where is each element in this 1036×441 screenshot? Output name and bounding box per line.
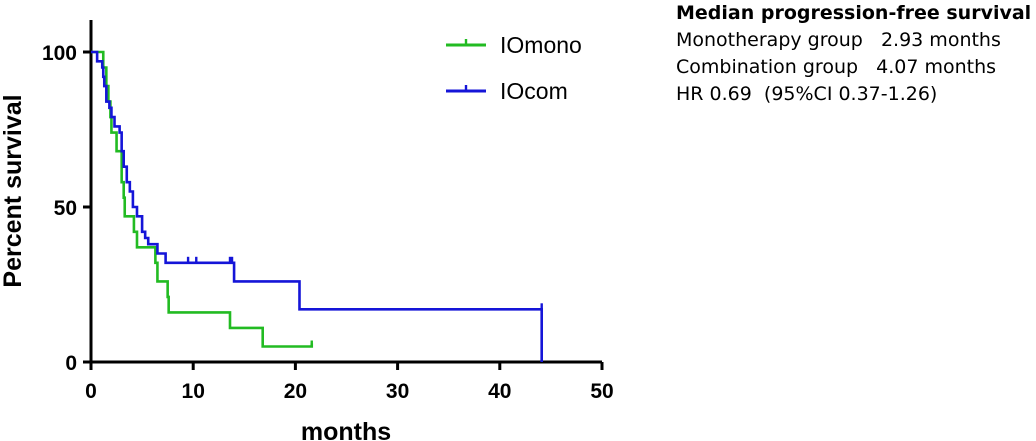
x-tick-label: 10 [182,380,205,403]
x-tick-label: 40 [488,380,511,403]
curve-iocom [91,50,544,362]
annotation-line-hr: HR 0.69 (95%CI 0.37-1.26) [676,83,938,105]
x-tick-label: 50 [590,380,613,403]
x-tick-label: 20 [284,380,307,403]
annotation-line-monotherapy: Monotherapy group 2.93 months [676,29,1001,51]
x-ticks: 0 10 20 30 40 50 [85,362,614,403]
y-tick-label: 50 [54,197,77,220]
y-ticks: 0 50 100 [42,42,91,375]
legend: IOmono IOcom [446,32,582,104]
survival-chart: 0 10 20 30 40 50 0 50 100 IOmono IOcom months Pe… [0,20,614,441]
x-axis-title: months [301,418,391,441]
y-tick-label: 0 [65,352,77,375]
legend-label-iomono: IOmono [500,32,582,58]
legend-label-iocom: IOcom [500,78,568,104]
annotation-line-combination: Combination group 4.07 months [676,56,997,78]
survival-curves [91,50,544,362]
y-tick-label: 100 [42,42,77,65]
median-pfs-annotation: Median progression-free survival Monothe… [676,0,1031,108]
axes [89,20,602,364]
x-tick-label: 30 [386,380,409,403]
annotation-title: Median progression-free survival [676,2,1032,24]
x-tick-label: 0 [85,380,97,403]
curve-iomono [91,50,314,348]
y-axis-title: Percent survival [0,94,27,287]
